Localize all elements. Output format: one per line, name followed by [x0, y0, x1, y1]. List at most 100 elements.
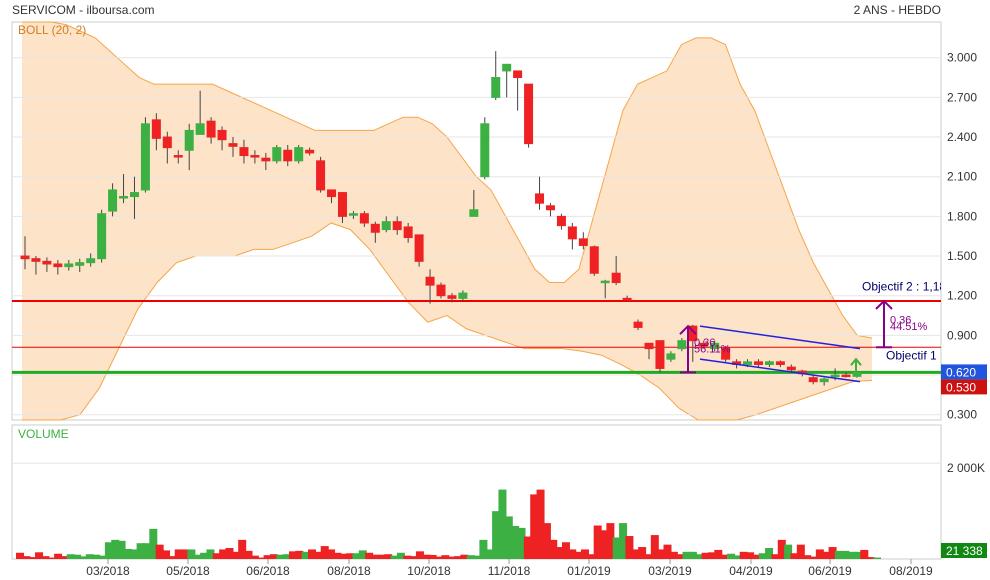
volume-bar — [79, 556, 88, 559]
bollinger-band-fill — [22, 22, 872, 420]
candle-down — [556, 215, 566, 227]
volume-bar — [796, 544, 805, 559]
projection-percent: 44.51% — [890, 321, 928, 333]
volume-bar — [536, 489, 545, 559]
candle-down — [173, 155, 183, 158]
volume-bar — [403, 555, 412, 559]
volume-bar — [428, 554, 437, 559]
volume-bar — [358, 550, 367, 559]
candle-up — [140, 123, 150, 191]
bollinger-lower-line — [22, 222, 873, 421]
candle-up — [852, 371, 862, 377]
volume-bar — [181, 549, 190, 559]
volume-bar — [339, 553, 348, 559]
volume-bar — [771, 554, 780, 559]
volume-bar — [130, 549, 139, 559]
y-tick-label: 1.200 — [947, 289, 977, 303]
candle-down — [239, 147, 249, 157]
volume-bar — [168, 556, 177, 559]
volume-bar — [600, 530, 609, 559]
candle-down — [644, 342, 654, 350]
candle-up — [75, 262, 85, 266]
candle-up — [764, 361, 774, 365]
volume-bar — [73, 554, 82, 559]
volume-bar — [434, 556, 443, 559]
x-tick-label: 03/2019 — [648, 564, 692, 578]
volume-bar — [739, 551, 748, 559]
volume-bar — [460, 554, 469, 559]
volume-bar — [701, 552, 710, 559]
channel-lower-line — [699, 358, 861, 383]
volume-bar — [92, 554, 101, 559]
last-price-label: 0.620 — [946, 365, 976, 379]
candle-down — [578, 238, 588, 246]
x-tick-label: 01/2019 — [567, 564, 611, 578]
volume-bar — [384, 554, 393, 559]
candle-up — [195, 123, 205, 135]
candle-down — [162, 136, 172, 149]
arrow-head — [850, 357, 862, 366]
volume-bar — [352, 553, 361, 559]
y-tick-label: 2.100 — [947, 170, 977, 184]
prev-price-badge — [941, 379, 987, 395]
objective-2-label: Objectif 2 : 1,18 — [862, 279, 946, 293]
volume-bar — [612, 537, 621, 559]
last-volume-label: 21 338 — [946, 544, 983, 558]
volume-bar — [479, 539, 488, 559]
volume-bar — [523, 536, 532, 559]
volume-bar — [28, 557, 37, 559]
pattern-height-value: 0.36 — [694, 337, 715, 349]
candle-down — [633, 321, 643, 328]
candle-down — [370, 223, 380, 233]
volume-bar — [765, 547, 774, 559]
candle-up — [491, 77, 501, 98]
volume-bar — [549, 539, 558, 559]
volume-bar — [561, 542, 570, 559]
volume-bar — [415, 551, 424, 559]
volume-bar — [504, 516, 513, 559]
volume-bar — [396, 552, 405, 559]
x-tick-label: 03/2018 — [86, 564, 130, 578]
volume-bar — [104, 542, 113, 559]
volume-bar — [473, 555, 482, 559]
volume-bar — [726, 553, 735, 559]
projection-value: 0.36 — [890, 314, 911, 326]
x-tick-label: 06/2018 — [246, 564, 290, 578]
volume-bar — [155, 544, 164, 559]
volume-bar — [593, 525, 602, 559]
x-tick-label: 06/2019 — [808, 564, 852, 578]
volume-bar — [377, 554, 386, 559]
last-volume-badge — [941, 543, 987, 558]
candle-down — [283, 149, 293, 162]
volume-bar — [803, 555, 812, 559]
volume-bar — [790, 553, 799, 559]
volume-bar — [85, 554, 94, 559]
volume-bar — [231, 551, 240, 559]
volume-bar — [853, 551, 862, 559]
price-panel: BOLL (20, 2) — [11, 21, 942, 421]
volume-bar — [409, 556, 418, 559]
chart-period: 2 ANS - HEBDO — [854, 3, 941, 17]
objective-1-label: Objectif 1 : 0.81 — [886, 348, 970, 362]
candle-up — [666, 353, 676, 360]
volume-bar — [676, 554, 685, 559]
candle-down — [206, 120, 216, 138]
volume-bar — [746, 552, 755, 559]
candle-down — [42, 260, 52, 265]
volume-bar — [682, 551, 691, 559]
candle-down — [567, 226, 577, 240]
volume-bar — [327, 549, 336, 559]
objective-labels: Objectif 2 : 1,18 Objectif 1 : 0.81 — [862, 279, 970, 362]
volume-bar — [714, 549, 723, 559]
volume-bar — [784, 544, 793, 559]
volume-bar — [257, 557, 266, 559]
volume-bar — [866, 557, 875, 559]
volume-bar — [269, 554, 278, 559]
volume-bar — [517, 527, 526, 559]
volume-bar — [669, 551, 678, 559]
candle-down — [841, 374, 851, 378]
volume-bar — [644, 554, 653, 559]
volume-bar — [66, 554, 75, 559]
